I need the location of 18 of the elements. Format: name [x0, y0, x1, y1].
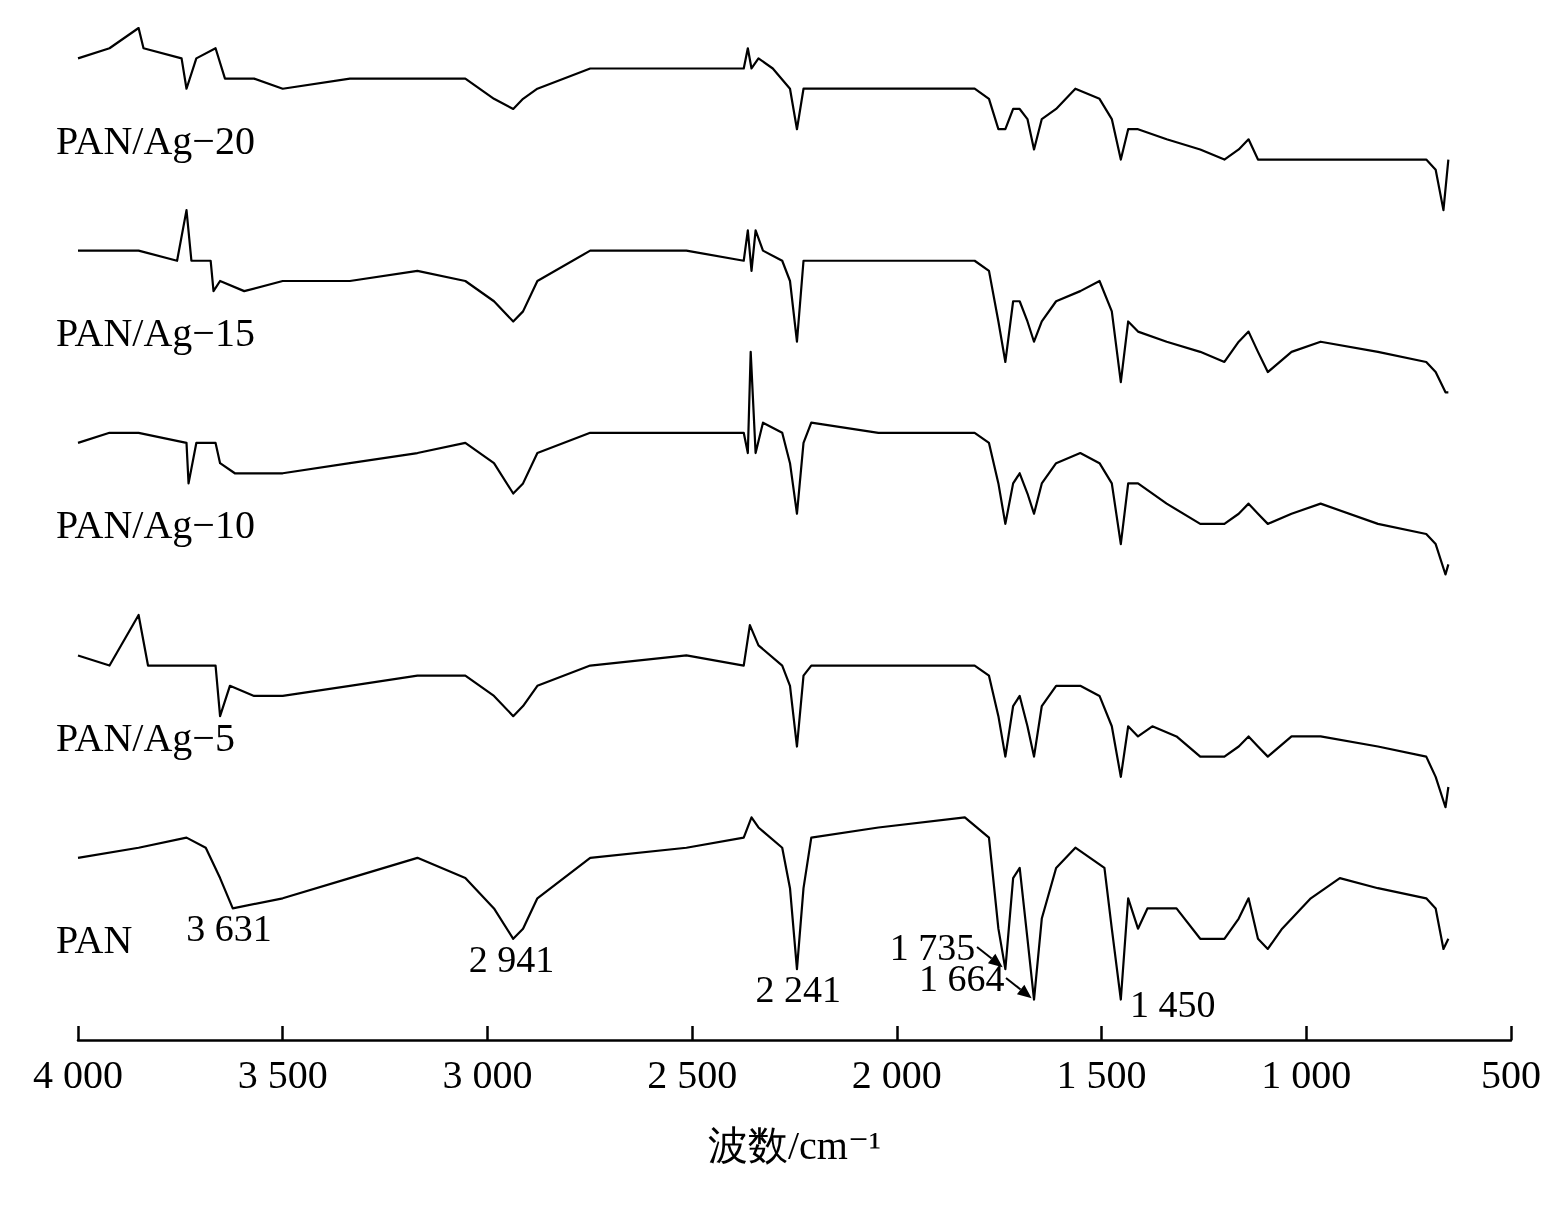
x-tick-label: 500: [1481, 1051, 1541, 1097]
annotation: 1 450: [1130, 982, 1216, 1025]
annotation: 2 241: [755, 968, 841, 1011]
x-tick-label: 3 500: [237, 1051, 328, 1097]
x-axis-title: 波数/cm⁻¹: [707, 1122, 882, 1168]
x-tick-label: 2 500: [647, 1051, 738, 1097]
series-label: PAN/Ag−5: [56, 714, 235, 760]
x-tick-label: 2 000: [851, 1051, 942, 1097]
x-tick-label: 4 000: [33, 1051, 123, 1097]
x-tick-label: 1 500: [1056, 1051, 1147, 1097]
annotation: 2 941: [468, 937, 555, 980]
x-tick-label: 3 000: [442, 1051, 533, 1097]
series-label: PAN/Ag−20: [56, 117, 255, 163]
series-label: PAN: [56, 917, 133, 963]
series-label: PAN/Ag−15: [56, 310, 255, 356]
annotation: 3 631: [186, 907, 272, 950]
series-label: PAN/Ag−10: [56, 502, 255, 548]
x-tick-label: 1 000: [1261, 1051, 1352, 1097]
